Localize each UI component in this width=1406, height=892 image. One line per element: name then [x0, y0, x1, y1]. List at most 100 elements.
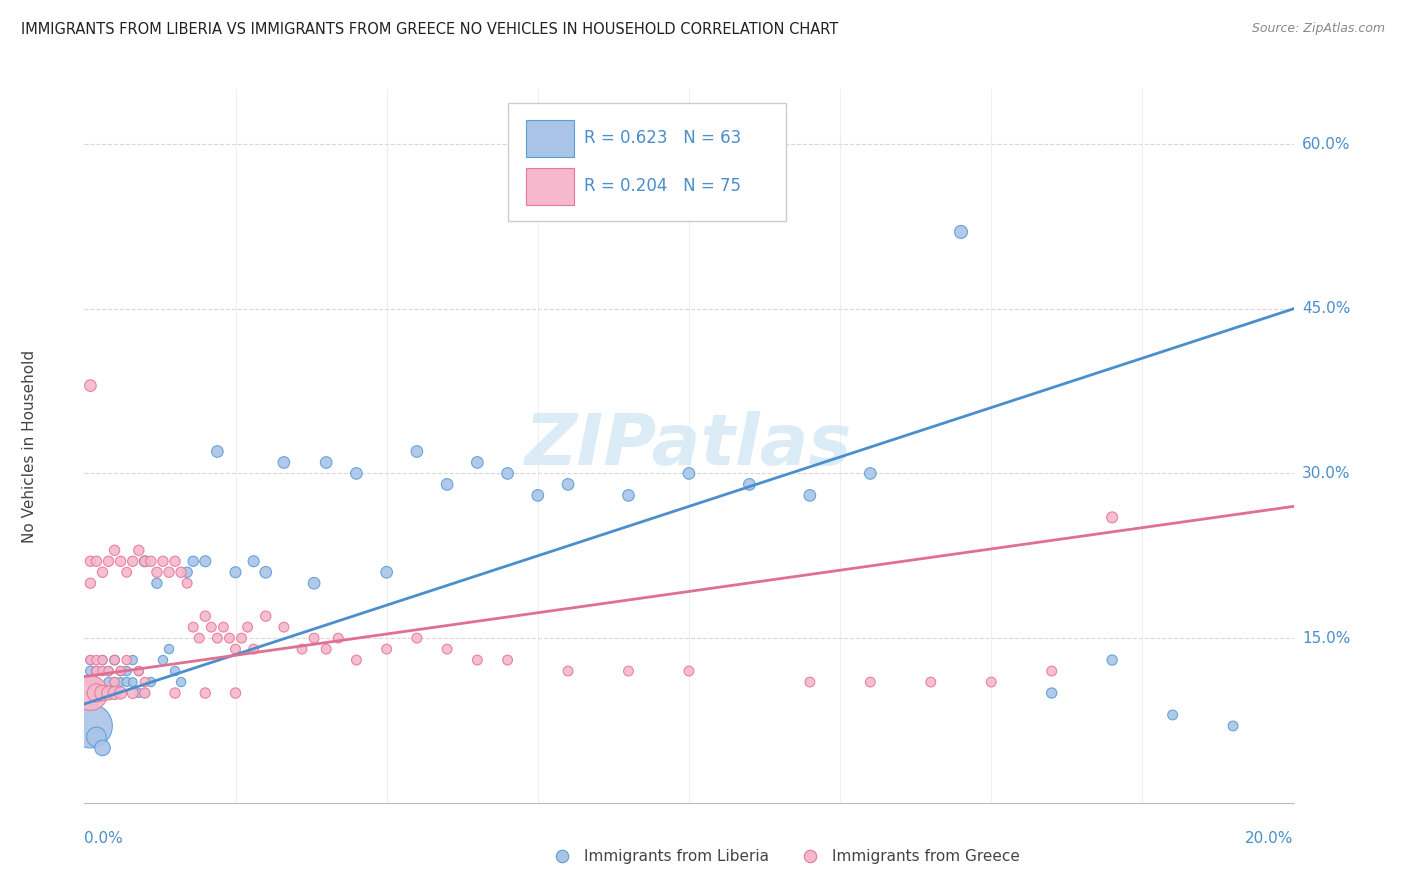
- Point: [134, 675, 156, 690]
- Point: [128, 543, 150, 558]
- Point: [79, 653, 101, 667]
- Point: [225, 686, 247, 700]
- Point: [146, 566, 169, 580]
- Point: [212, 620, 235, 634]
- Point: [139, 554, 162, 568]
- Point: [86, 554, 108, 568]
- Point: [436, 477, 458, 491]
- Point: [315, 455, 337, 469]
- Point: [79, 653, 101, 667]
- Point: [1040, 664, 1063, 678]
- Point: [79, 675, 101, 690]
- Point: [302, 631, 325, 645]
- Point: [104, 653, 127, 667]
- Point: [152, 653, 174, 667]
- Point: [557, 477, 579, 491]
- Point: [86, 686, 108, 700]
- Point: [91, 740, 114, 755]
- Point: [1161, 708, 1184, 723]
- Point: [200, 620, 222, 634]
- Point: [134, 554, 156, 568]
- Point: [86, 664, 108, 678]
- Point: [1101, 510, 1123, 524]
- Point: [104, 675, 127, 690]
- Text: R = 0.204   N = 75: R = 0.204 N = 75: [583, 178, 741, 195]
- Point: [157, 642, 180, 657]
- Point: [91, 686, 114, 700]
- Point: [128, 664, 150, 678]
- Text: Source: ZipAtlas.com: Source: ZipAtlas.com: [1251, 22, 1385, 36]
- Point: [86, 675, 108, 690]
- Point: [406, 444, 429, 458]
- Point: [170, 566, 193, 580]
- Point: [207, 444, 229, 458]
- Point: [79, 719, 101, 733]
- Point: [163, 664, 186, 678]
- Text: R = 0.623   N = 63: R = 0.623 N = 63: [583, 129, 741, 147]
- Text: 20.0%: 20.0%: [1246, 830, 1294, 846]
- Point: [617, 488, 640, 502]
- Point: [139, 675, 162, 690]
- Point: [194, 554, 217, 568]
- Point: [181, 620, 204, 634]
- Point: [121, 653, 143, 667]
- Point: [273, 620, 295, 634]
- Point: [79, 664, 101, 678]
- Text: No Vehicles in Household: No Vehicles in Household: [22, 350, 38, 542]
- Point: [79, 686, 101, 700]
- Point: [128, 664, 150, 678]
- Point: [467, 455, 489, 469]
- Point: [302, 576, 325, 591]
- Point: [617, 664, 640, 678]
- Point: [557, 664, 579, 678]
- Point: [97, 664, 120, 678]
- Point: [97, 686, 120, 700]
- Point: [121, 675, 143, 690]
- Point: [115, 664, 138, 678]
- FancyBboxPatch shape: [526, 168, 574, 205]
- Text: IMMIGRANTS FROM LIBERIA VS IMMIGRANTS FROM GREECE NO VEHICLES IN HOUSEHOLD CORRE: IMMIGRANTS FROM LIBERIA VS IMMIGRANTS FR…: [21, 22, 838, 37]
- Point: [79, 686, 101, 700]
- Point: [859, 467, 882, 481]
- Point: [128, 686, 150, 700]
- Point: [79, 576, 101, 591]
- FancyBboxPatch shape: [508, 103, 786, 221]
- Point: [91, 566, 114, 580]
- Point: [104, 686, 127, 700]
- Point: [91, 653, 114, 667]
- Point: [980, 675, 1002, 690]
- Point: [799, 488, 821, 502]
- Point: [79, 554, 101, 568]
- Point: [1040, 686, 1063, 700]
- Point: [176, 566, 198, 580]
- Point: [104, 653, 127, 667]
- Point: [110, 554, 132, 568]
- Point: [242, 642, 264, 657]
- Point: [328, 631, 350, 645]
- Point: [97, 554, 120, 568]
- Point: [188, 631, 211, 645]
- Point: [207, 631, 229, 645]
- Point: [738, 477, 761, 491]
- Point: [242, 554, 264, 568]
- Point: [110, 664, 132, 678]
- Point: [291, 642, 314, 657]
- Point: [678, 664, 700, 678]
- Text: 45.0%: 45.0%: [1302, 301, 1350, 317]
- Point: [104, 543, 127, 558]
- Point: [121, 554, 143, 568]
- Point: [273, 455, 295, 469]
- Point: [79, 675, 101, 690]
- Point: [678, 467, 700, 481]
- Point: [86, 730, 108, 744]
- Point: [799, 675, 821, 690]
- Point: [225, 642, 247, 657]
- Point: [86, 686, 108, 700]
- Point: [218, 631, 240, 645]
- Point: [104, 675, 127, 690]
- Point: [436, 642, 458, 657]
- Point: [115, 675, 138, 690]
- Point: [194, 686, 217, 700]
- Point: [225, 566, 247, 580]
- Point: [859, 675, 882, 690]
